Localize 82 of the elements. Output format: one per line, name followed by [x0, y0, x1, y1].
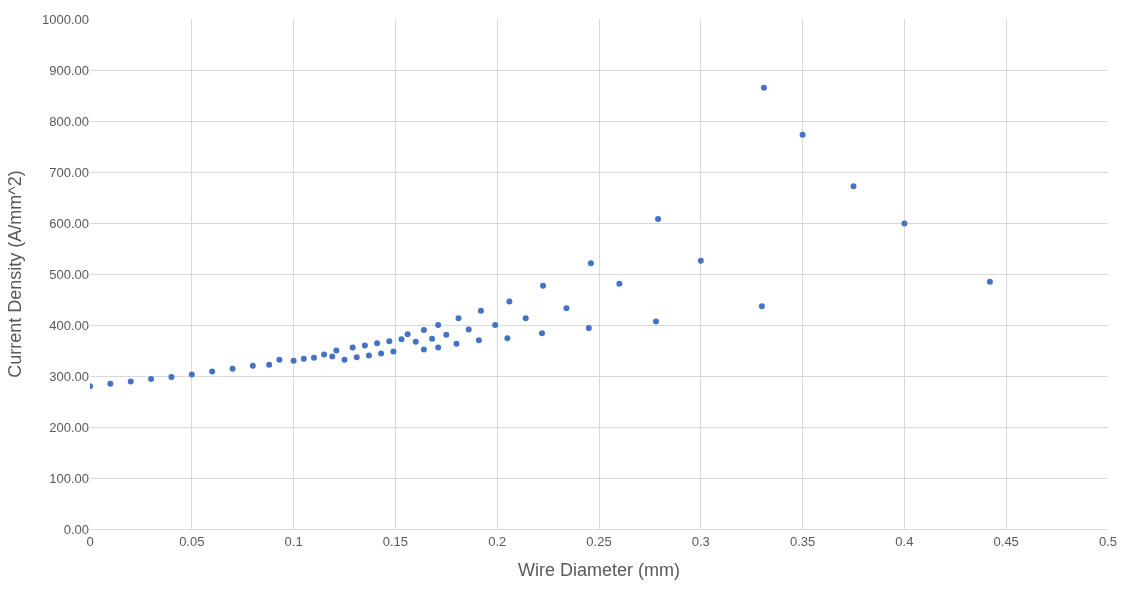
point — [188, 371, 195, 378]
point — [386, 338, 393, 345]
x-tick-label: 0.05 — [179, 533, 205, 549]
y-tick-label: 800.00 — [49, 113, 89, 129]
point — [429, 335, 436, 342]
point — [653, 318, 660, 325]
y-tick-label: 200.00 — [49, 419, 89, 435]
x-tick-label: 0.5 — [1098, 533, 1118, 549]
point — [349, 344, 356, 351]
y-tick-label: 700.00 — [49, 164, 89, 180]
point — [310, 354, 317, 361]
point — [492, 322, 499, 328]
point — [522, 315, 529, 322]
point — [229, 365, 236, 372]
point — [341, 356, 348, 363]
point — [453, 340, 460, 347]
point — [540, 282, 547, 289]
point — [758, 303, 765, 310]
point — [587, 260, 594, 267]
x-tick-label: 0.3 — [691, 533, 710, 549]
point — [475, 337, 482, 344]
y-tick-label: 400.00 — [49, 317, 89, 333]
point — [365, 352, 372, 359]
point — [249, 362, 256, 369]
point — [127, 378, 134, 385]
point — [901, 220, 908, 227]
point — [361, 342, 368, 349]
point — [378, 350, 385, 357]
point — [697, 257, 704, 264]
y-tick-label: 0.00 — [63, 521, 89, 537]
point — [465, 326, 472, 333]
point — [435, 344, 442, 351]
point — [300, 355, 307, 362]
x-tick-label: 0.45 — [993, 533, 1019, 549]
point — [321, 351, 328, 358]
point — [538, 330, 545, 337]
point — [563, 305, 570, 312]
point — [390, 348, 397, 355]
point — [329, 353, 336, 360]
point — [986, 278, 993, 285]
x-axis-title: Wire Diameter (mm) — [518, 559, 680, 580]
x-tick-label: 0.25 — [586, 533, 612, 549]
y-tick-label: 100.00 — [49, 470, 89, 486]
x-tick-label: 0.35 — [789, 533, 816, 549]
point — [443, 331, 450, 338]
point — [655, 215, 662, 222]
x-tick-label: 0.15 — [382, 533, 409, 549]
y-tick-label: 300.00 — [49, 368, 89, 384]
y-tick-label: 1000.00 — [42, 11, 89, 27]
point — [266, 361, 273, 368]
point — [209, 368, 216, 375]
point — [148, 376, 155, 383]
point — [420, 346, 427, 353]
point — [760, 84, 767, 91]
y-tick-label: 600.00 — [49, 215, 89, 231]
y-tick-label: 500.00 — [49, 266, 89, 282]
point — [276, 356, 283, 363]
point — [420, 327, 427, 334]
point — [412, 338, 419, 345]
point — [290, 357, 297, 364]
point — [398, 336, 405, 343]
point — [799, 131, 806, 138]
point — [504, 335, 511, 342]
point — [168, 374, 175, 381]
point — [107, 380, 114, 387]
point — [477, 307, 484, 314]
x-tick-label: 0 — [86, 533, 94, 549]
point — [455, 315, 462, 322]
x-tick-label: 0.2 — [488, 533, 507, 549]
x-tick-label: 0.1 — [284, 533, 303, 549]
point — [616, 280, 623, 287]
y-tick-label: 900.00 — [49, 62, 89, 78]
point — [506, 298, 513, 305]
point — [333, 347, 340, 354]
y-axis-title: Current Density (A/mm^2) — [5, 170, 26, 378]
point — [353, 354, 360, 361]
x-tick-label: 0.4 — [895, 533, 914, 549]
point — [850, 183, 857, 190]
point — [585, 325, 592, 332]
point — [404, 331, 411, 338]
point — [374, 340, 381, 347]
point — [435, 322, 442, 328]
